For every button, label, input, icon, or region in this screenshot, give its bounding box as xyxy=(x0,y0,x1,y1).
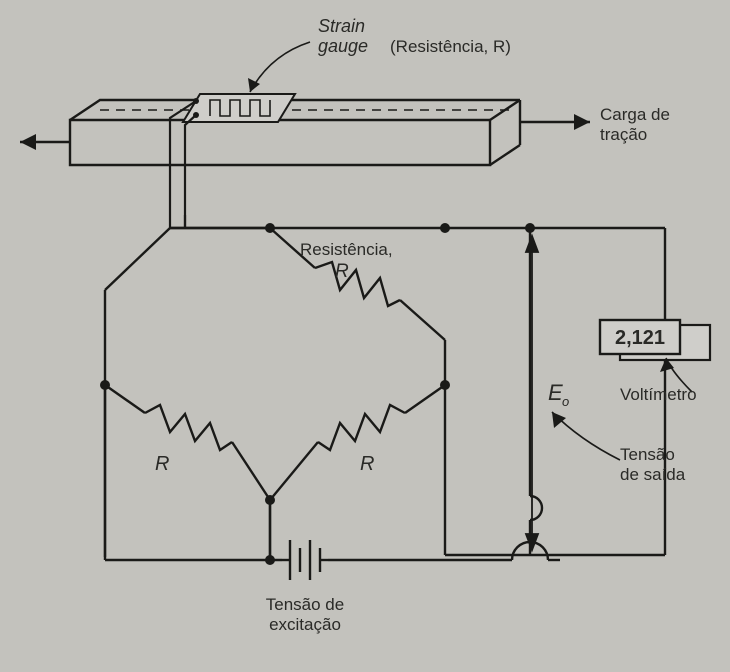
beam-assembly xyxy=(20,94,590,165)
bottom-rail-clean xyxy=(105,385,560,580)
resistor-top-label-line1: Resistência, xyxy=(300,240,393,259)
tension-load-label-line2: tração xyxy=(600,125,647,144)
tension-arrow-right xyxy=(520,114,590,130)
output-voltage-pointer xyxy=(552,412,620,460)
resistor-left-label: R xyxy=(155,453,169,475)
voltmeter-reading: 2,121 xyxy=(615,327,665,349)
voltmeter-label: Voltímetro xyxy=(620,385,697,404)
strain-gauge-bridge-diagram: 2,121 Strain gauge (Resistência, R) Carg… xyxy=(0,0,730,672)
resistor-top-label-line2: R xyxy=(335,261,349,282)
strain-gauge-label-line2: gauge xyxy=(318,36,368,56)
eo-label: E o xyxy=(548,380,569,409)
svg-text:E: E xyxy=(548,380,563,405)
resistor-right-label: R xyxy=(360,453,374,475)
strain-gauge-label-line1: Strain xyxy=(318,16,365,36)
wheatstone-bridge xyxy=(100,215,665,560)
resistor-bottom-left xyxy=(105,385,270,500)
strain-gauge xyxy=(183,94,295,122)
resistor-bottom-right xyxy=(270,385,445,500)
tension-load-label-line1: Carga de xyxy=(600,105,670,124)
excitation-label-line2: excitação xyxy=(269,615,341,634)
output-voltage-label-line2: de saída xyxy=(620,465,686,484)
output-voltage-label-line1: Tensão xyxy=(620,445,675,464)
resistance-parenthetical: (Resistência, R) xyxy=(390,37,511,56)
svg-text:o: o xyxy=(562,394,569,409)
voltmeter: 2,121 xyxy=(600,320,710,360)
tension-arrow-left xyxy=(20,134,70,150)
excitation-label-line1: Tensão de xyxy=(266,595,344,614)
strain-gauge-pointer xyxy=(248,42,310,92)
eo-dimension xyxy=(526,236,538,550)
